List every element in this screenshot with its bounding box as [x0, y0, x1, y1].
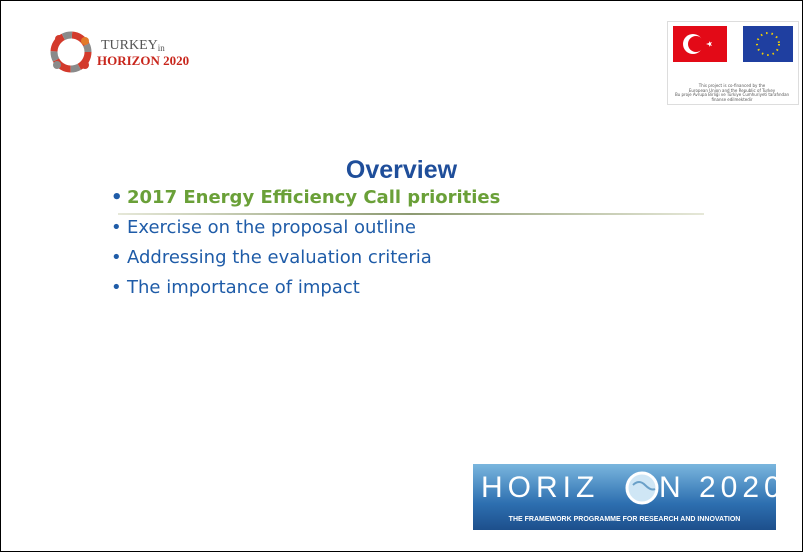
logo-line: TURKEY: [101, 38, 158, 53]
slide-title: Overview: [1, 156, 802, 185]
bullet-list: 2017 Energy Efficiency Call prioritiesEx…: [111, 183, 500, 303]
slide: TURKEYin HORIZON 2020 This project is co…: [0, 0, 803, 552]
bullet-item: The importance of impact: [111, 273, 500, 303]
eu-note-line: finanse edilmektedir: [667, 98, 797, 103]
logo-text: HORIZON 2020: [97, 53, 189, 69]
logo-suffix: in: [158, 43, 165, 53]
logo-icon: [45, 29, 97, 75]
bullet-item: Addressing the evaluation criteria: [111, 243, 500, 273]
footer-logo-text: HORIZ: [481, 471, 599, 505]
logo-text: TURKEYin: [101, 38, 165, 54]
footer-tagline: THE FRAMEWORK PROGRAMME FOR RESEARCH AND…: [473, 516, 776, 523]
bullet-item: 2017 Energy Efficiency Call priorities: [111, 183, 500, 213]
globe: [623, 469, 661, 507]
flags: [671, 25, 795, 65]
bullet-item: Exercise on the proposal outline: [111, 213, 500, 243]
footer-logo-text: N 2020: [659, 471, 786, 505]
